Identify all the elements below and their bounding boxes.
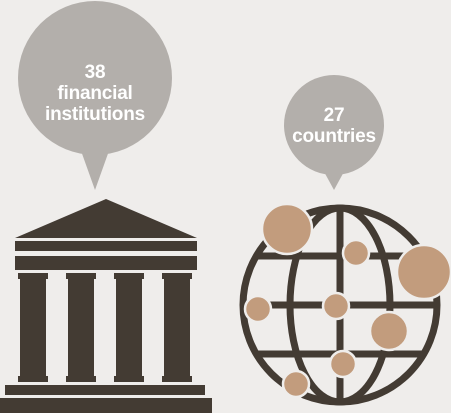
institutions-count: 38 bbox=[84, 62, 106, 83]
institutions-label: financial institutions bbox=[45, 83, 145, 125]
countries-count: 27 bbox=[323, 105, 345, 126]
bank-building-icon bbox=[0, 199, 212, 413]
institutions-bubble bbox=[18, 1, 172, 190]
globe-network-icon bbox=[239, 202, 451, 406]
countries-label: countries bbox=[292, 126, 376, 147]
countries-bubble bbox=[284, 75, 384, 190]
institutions-stat: 38 financial institutions bbox=[18, 62, 172, 125]
countries-stat: 27 countries bbox=[286, 105, 382, 147]
